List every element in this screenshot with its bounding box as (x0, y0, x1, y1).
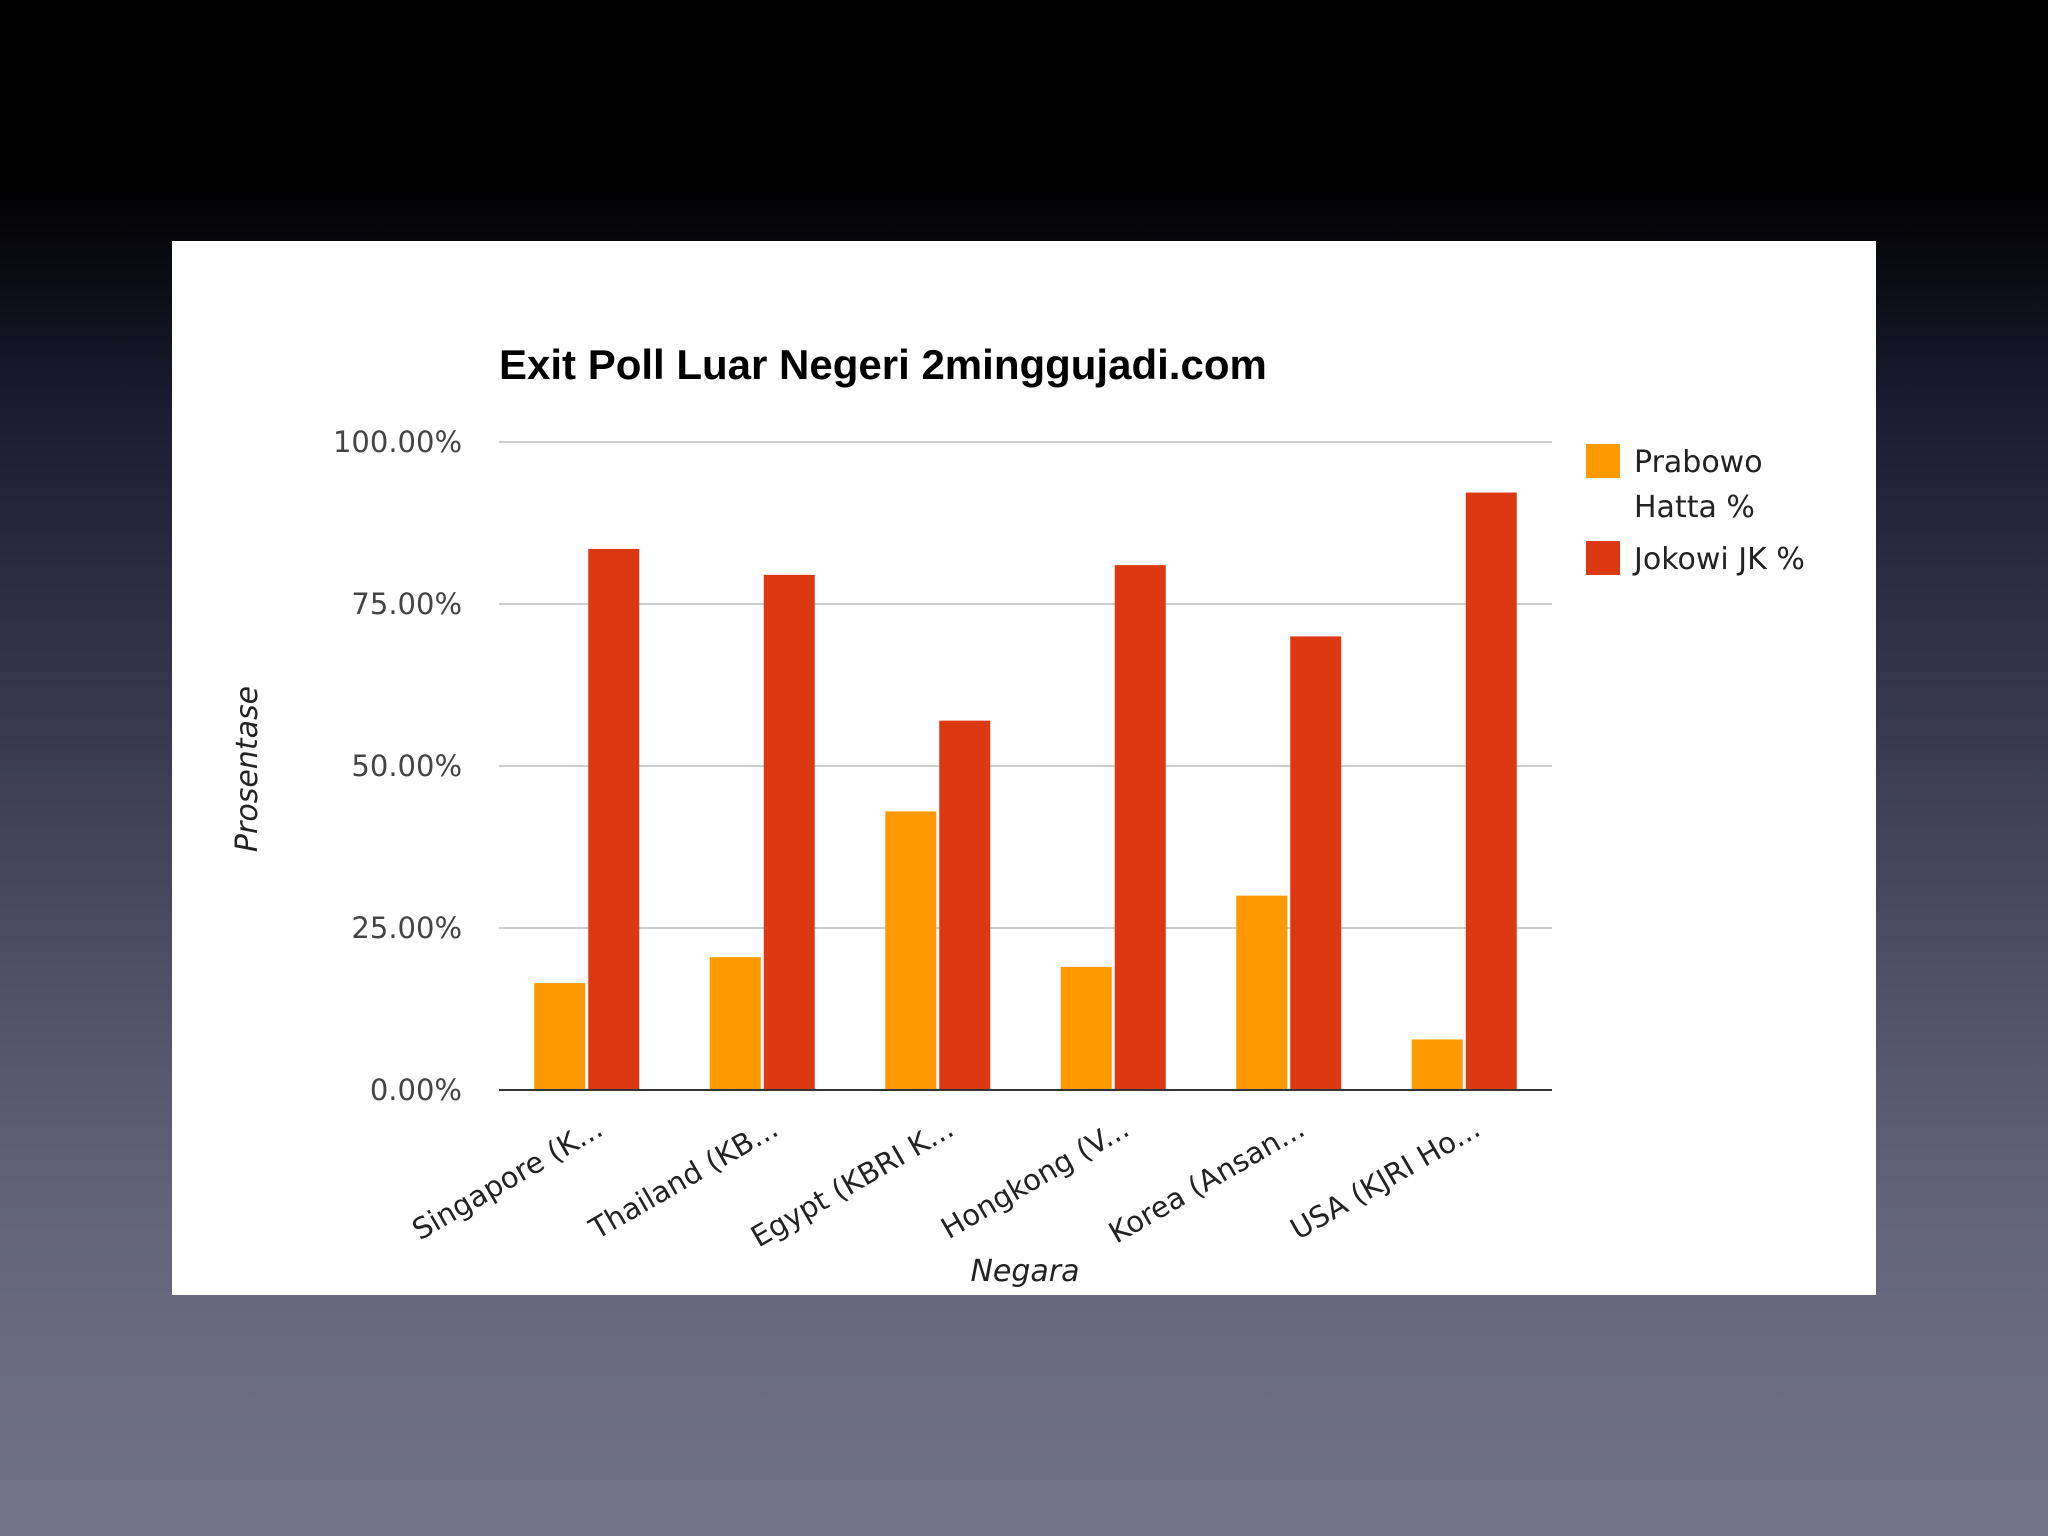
y-tick-label: 75.00% (351, 587, 462, 621)
x-tick-label: Singapore (K... (406, 1111, 608, 1247)
bar-jokowi-jk (1465, 492, 1517, 1090)
bar-prabowo-hatta (534, 983, 586, 1090)
bar-prabowo-hatta (1411, 1039, 1463, 1090)
bar-prabowo-hatta (709, 957, 761, 1090)
bar-jokowi-jk (1114, 565, 1166, 1090)
y-tick-label: 0.00% (370, 1073, 462, 1107)
bar-jokowi-jk (1290, 636, 1342, 1090)
x-axis-title: Negara (970, 1254, 1079, 1289)
y-tick-label: 25.00% (351, 911, 462, 945)
bar-prabowo-hatta (1236, 895, 1288, 1090)
y-tick-label: 100.00% (333, 425, 462, 459)
bar-prabowo-hatta (1060, 966, 1112, 1090)
x-tick-label: Korea (Ansan... (1103, 1111, 1310, 1250)
chart-panel: Exit Poll Luar Negeri 2minggujadi.com 0.… (172, 241, 1876, 1295)
legend-swatch (1586, 444, 1620, 478)
y-axis-ticks: 0.00% 25.00% 50.00% 75.00% 100.00% (333, 425, 462, 1107)
bars (499, 492, 1552, 1091)
gridlines (499, 441, 1552, 929)
x-axis-ticks: Singapore (K...Thailand (KB...Egypt (KBR… (406, 1111, 1485, 1254)
x-tick-label: USA (KJRI Ho... (1285, 1111, 1486, 1247)
legend-label: Prabowo (1634, 445, 1763, 480)
bar-prabowo-hatta (885, 811, 937, 1090)
legend: Prabowo Hatta % Jokowi JK % (1586, 444, 1805, 577)
legend-swatch (1586, 541, 1620, 575)
bar-jokowi-jk (939, 720, 991, 1090)
bar-chart: Exit Poll Luar Negeri 2minggujadi.com 0.… (230, 341, 1805, 1289)
y-tick-label: 50.00% (351, 749, 462, 783)
bar-jokowi-jk (588, 548, 640, 1090)
chart-title: Exit Poll Luar Negeri 2minggujadi.com (499, 341, 1267, 388)
bar-jokowi-jk (763, 574, 815, 1090)
legend-label: Jokowi JK % (1632, 542, 1805, 577)
legend-label: Hatta % (1634, 490, 1755, 525)
y-axis-title: Prosentase (230, 686, 265, 852)
